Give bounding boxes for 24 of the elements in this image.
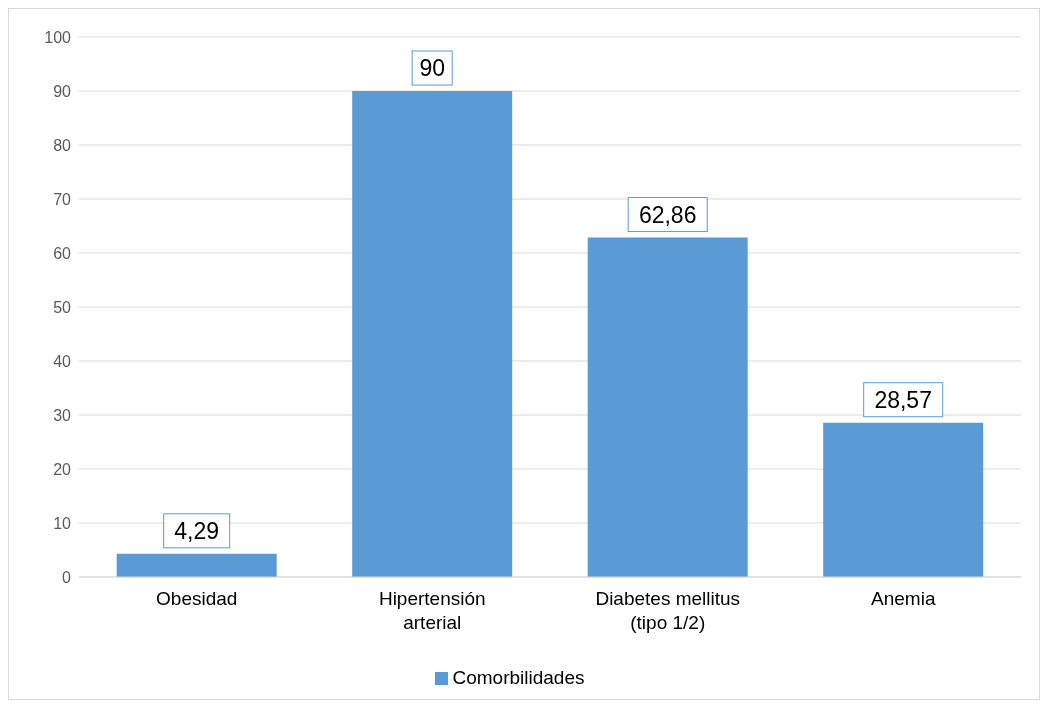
legend-label: Comorbilidades	[452, 667, 585, 688]
y-tick-label: 100	[44, 28, 72, 46]
y-tick-label: 20	[53, 460, 72, 478]
x-tick-label: Anemia	[871, 588, 936, 609]
x-tick-label: Obesidad	[156, 588, 238, 609]
data-label: 4,29	[174, 517, 220, 544]
x-tick-label: Hipertensión arterial	[378, 588, 486, 633]
y-tick-label: 60	[53, 244, 72, 262]
data-label: 90	[419, 55, 445, 81]
y-tick-label: 90	[53, 82, 72, 100]
y-tick-label: 0	[62, 568, 72, 586]
bar	[823, 422, 984, 577]
y-tick-label: 50	[53, 298, 72, 316]
bar	[116, 553, 277, 577]
y-tick-label: 80	[53, 136, 72, 154]
y-tick-label: 30	[53, 406, 72, 424]
y-tick-label: 70	[53, 190, 72, 208]
bar	[587, 237, 748, 577]
x-tick-label: Diabetes mellitus (tipo 1/2)	[595, 588, 741, 633]
y-tick-label: 40	[53, 352, 72, 370]
y-tick-label: 10	[53, 514, 72, 532]
data-label: 62,86	[638, 201, 697, 228]
data-label: 28,57	[874, 386, 932, 413]
bar	[352, 91, 513, 577]
